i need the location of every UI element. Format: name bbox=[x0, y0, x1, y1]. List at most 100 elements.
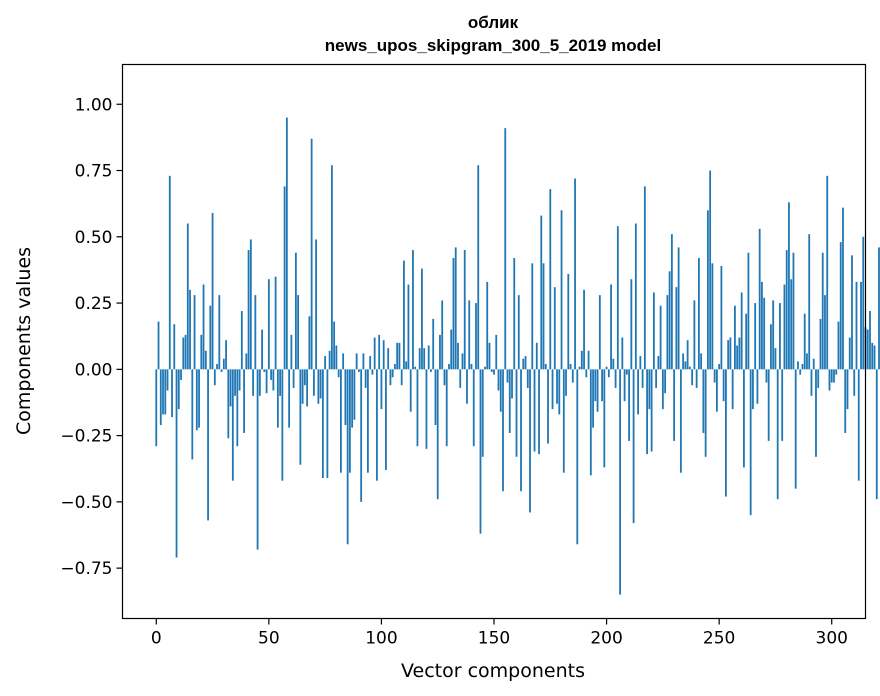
bar bbox=[398, 342, 401, 370]
bar bbox=[794, 369, 797, 489]
bar bbox=[155, 369, 158, 447]
bar bbox=[297, 295, 300, 370]
bar bbox=[625, 369, 628, 375]
x-tick-label: 50 bbox=[258, 629, 280, 649]
bar bbox=[450, 329, 453, 370]
bar bbox=[565, 369, 567, 396]
bar bbox=[477, 165, 480, 370]
bar bbox=[643, 186, 646, 370]
bar bbox=[862, 236, 865, 370]
bar bbox=[869, 311, 871, 370]
bar bbox=[623, 369, 626, 402]
bar bbox=[785, 250, 788, 370]
bar bbox=[441, 300, 444, 370]
bar bbox=[333, 321, 336, 370]
bar bbox=[292, 369, 295, 388]
bar bbox=[240, 311, 243, 370]
bar bbox=[842, 207, 844, 370]
bar bbox=[792, 252, 795, 370]
bar bbox=[675, 287, 678, 370]
bar bbox=[571, 369, 574, 383]
bar bbox=[520, 369, 522, 492]
bar bbox=[270, 369, 272, 380]
bar bbox=[542, 263, 545, 370]
x-axis: 0 50 100 150 200 250 300 bbox=[151, 618, 848, 649]
bar bbox=[391, 369, 394, 378]
bar bbox=[362, 353, 365, 370]
bar bbox=[261, 329, 263, 370]
bar bbox=[835, 369, 838, 375]
y-axis: −0.75 −0.50 −0.25 0.00 0.25 0.50 0.75 1.00 bbox=[60, 95, 123, 579]
bar bbox=[164, 369, 167, 415]
bar bbox=[290, 334, 293, 370]
bar bbox=[803, 313, 806, 370]
bar bbox=[734, 305, 736, 370]
bar bbox=[195, 369, 198, 431]
bar bbox=[475, 303, 477, 370]
bar bbox=[159, 369, 162, 425]
bar bbox=[274, 276, 277, 370]
bar bbox=[486, 281, 489, 370]
bar bbox=[227, 369, 230, 439]
bar bbox=[772, 300, 775, 370]
bar bbox=[234, 369, 236, 396]
bar bbox=[434, 369, 437, 425]
bar bbox=[445, 369, 448, 447]
bar bbox=[592, 369, 594, 428]
bar bbox=[243, 369, 245, 433]
bar bbox=[580, 350, 583, 370]
bar bbox=[601, 369, 603, 402]
bar bbox=[373, 337, 376, 370]
bar bbox=[213, 369, 216, 386]
bar bbox=[567, 273, 570, 370]
bar bbox=[544, 364, 547, 370]
bar bbox=[222, 358, 225, 370]
bar bbox=[252, 369, 254, 396]
bar bbox=[418, 348, 421, 370]
y-tick-label: −0.50 bbox=[60, 493, 112, 513]
x-tick-label: 300 bbox=[816, 629, 848, 649]
bar bbox=[535, 342, 538, 370]
bar bbox=[337, 369, 340, 378]
bar bbox=[403, 260, 405, 370]
bar bbox=[355, 353, 358, 370]
bar bbox=[349, 369, 351, 473]
bar bbox=[459, 369, 462, 388]
bar bbox=[666, 295, 669, 370]
bar bbox=[409, 369, 412, 412]
bar bbox=[490, 369, 493, 372]
bar bbox=[553, 287, 556, 370]
bar bbox=[321, 369, 324, 479]
bar bbox=[576, 369, 579, 545]
bar bbox=[511, 369, 513, 399]
y-axis-label: Components values bbox=[13, 247, 35, 435]
bar bbox=[851, 255, 853, 370]
bar bbox=[767, 369, 770, 441]
bar bbox=[400, 369, 403, 386]
bar bbox=[186, 223, 189, 370]
bar bbox=[875, 369, 878, 500]
bars-group bbox=[155, 117, 880, 595]
bar bbox=[594, 369, 597, 402]
y-tick-label: −0.25 bbox=[60, 427, 112, 447]
bar bbox=[752, 369, 754, 410]
bar bbox=[288, 369, 291, 428]
bar bbox=[677, 247, 680, 370]
bar bbox=[547, 369, 549, 444]
bar bbox=[439, 334, 441, 370]
bar bbox=[585, 369, 588, 378]
bar bbox=[878, 247, 880, 370]
bar bbox=[632, 369, 635, 524]
bar bbox=[641, 369, 644, 388]
bar bbox=[378, 334, 381, 370]
bar bbox=[873, 345, 876, 370]
bar bbox=[770, 324, 772, 370]
bar bbox=[310, 138, 313, 370]
bar bbox=[756, 369, 759, 404]
bar bbox=[812, 358, 815, 370]
bar bbox=[211, 212, 214, 370]
bar bbox=[423, 348, 426, 370]
bar bbox=[846, 369, 849, 410]
bar bbox=[821, 252, 824, 370]
bar bbox=[716, 369, 718, 412]
